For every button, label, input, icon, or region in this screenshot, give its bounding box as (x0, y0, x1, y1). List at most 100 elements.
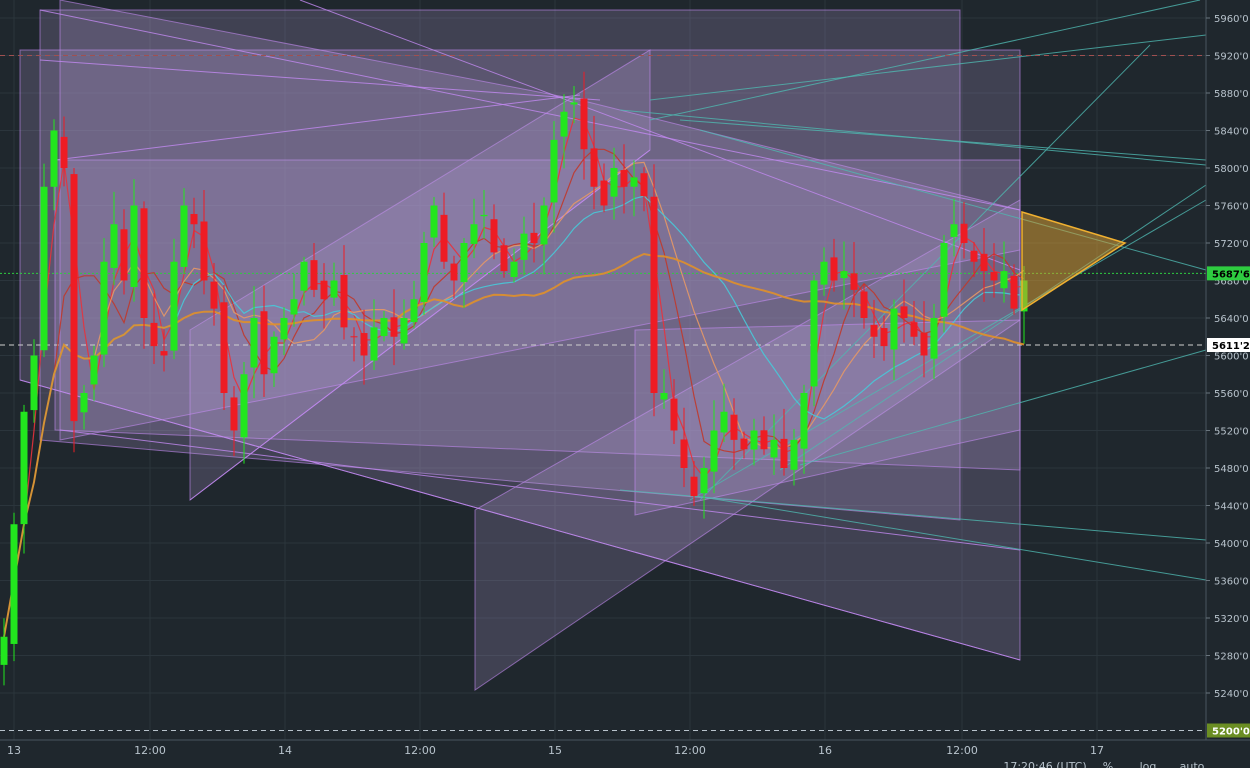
trend-line (39, 59, 601, 101)
candle-body (790, 439, 798, 470)
candle-body (10, 524, 18, 644)
candle-body (780, 438, 788, 468)
candle-body (160, 351, 168, 356)
candle-body (770, 439, 778, 458)
candle-body (860, 291, 868, 318)
price-tick-label: 5520'0 (1214, 427, 1249, 438)
trend-line (54, 94, 581, 161)
trend-line (189, 149, 651, 501)
projection-line (799, 349, 1207, 466)
trend-line (59, 429, 1021, 551)
projection-line (649, 34, 1207, 101)
projection-line (679, 119, 1207, 161)
price-tick-label: 5640'0 (1214, 314, 1249, 325)
candle-body (380, 318, 388, 337)
candle-body (950, 224, 958, 237)
time-tick-label: 12:00 (404, 744, 436, 757)
candle-body (840, 271, 848, 279)
projection-line (699, 129, 1207, 271)
candle-body (590, 148, 598, 187)
candle-body (230, 397, 238, 431)
toolbar-text: % (1103, 760, 1113, 768)
candle-body (550, 139, 558, 203)
candle-body (260, 311, 268, 375)
candle-body (1000, 271, 1008, 289)
price-tick-label: 5560'0 (1214, 389, 1249, 400)
price-axis-bg (1206, 0, 1250, 768)
price-label-box (1207, 338, 1250, 352)
candle-body (500, 245, 508, 272)
candle-body (490, 219, 498, 253)
trend-line (19, 379, 1021, 661)
price-tick-label: 5840'0 (1214, 127, 1249, 138)
candle-body (870, 324, 878, 337)
candle-body (150, 322, 158, 347)
price-label-box (1207, 266, 1250, 281)
trend-line (299, 0, 1021, 271)
candle-body (720, 411, 728, 433)
candle-body (180, 205, 188, 267)
candle-body (110, 224, 118, 268)
price-tick-label: 5880'0 (1214, 89, 1249, 100)
time-tick-label: 16 (818, 744, 832, 757)
candle-body (310, 260, 318, 290)
candle-body (70, 174, 78, 422)
candle-body (450, 263, 458, 281)
candle-body (100, 261, 108, 355)
projection-line (689, 494, 1207, 581)
candle-body (920, 332, 928, 356)
candle-body (930, 318, 938, 359)
candle-body (200, 221, 208, 281)
candle-body (210, 281, 218, 309)
candle-body (690, 476, 698, 497)
candle-body (730, 414, 738, 440)
candle-body (390, 317, 398, 337)
time-tick-label: 14 (278, 744, 292, 757)
candle-body (20, 411, 28, 525)
price-label-text: 5611'2 (1212, 341, 1250, 352)
price-tick-label: 5680'0 (1214, 277, 1249, 288)
candle-body (760, 430, 768, 450)
price-label-text: 5687'6 (1212, 269, 1250, 280)
candle-body (680, 439, 688, 468)
projection-line (619, 489, 1207, 541)
time-tick-label: 15 (548, 744, 562, 757)
time-tick-label: 17 (1090, 744, 1104, 757)
candle-body (280, 318, 288, 340)
triangle-pattern (1021, 210, 1127, 312)
candle-body (50, 130, 58, 187)
candle-body (360, 333, 368, 356)
candle-body (250, 318, 258, 368)
candle-body (80, 393, 88, 413)
candle-body (630, 177, 638, 187)
candle-body (900, 306, 908, 318)
candle-body (570, 102, 578, 105)
candle-body (420, 243, 428, 302)
candle-body (940, 243, 948, 317)
candle-body (700, 468, 708, 494)
candle-body (580, 98, 588, 150)
price-tick-label: 5320'0 (1214, 614, 1249, 625)
candle-body (740, 438, 748, 450)
candle-body (960, 223, 968, 243)
candle-body (670, 398, 678, 431)
candle-body (40, 186, 48, 351)
candle-body (350, 336, 358, 338)
candle-body (980, 253, 988, 272)
candle-body (850, 273, 858, 290)
price-tick-label: 5600'0 (1214, 352, 1249, 363)
price-tick-label: 5720'0 (1214, 239, 1249, 250)
price-tick-label: 5440'0 (1214, 502, 1249, 513)
candle-body (30, 355, 38, 411)
candle-body (240, 374, 248, 438)
candle-body (370, 327, 378, 361)
candle-body (290, 299, 298, 315)
candle-body (430, 205, 438, 238)
candle-body (650, 196, 658, 393)
projection-line (699, 44, 1151, 501)
candle-body (470, 224, 478, 244)
candle-body (970, 250, 978, 262)
candle-body (480, 214, 488, 217)
